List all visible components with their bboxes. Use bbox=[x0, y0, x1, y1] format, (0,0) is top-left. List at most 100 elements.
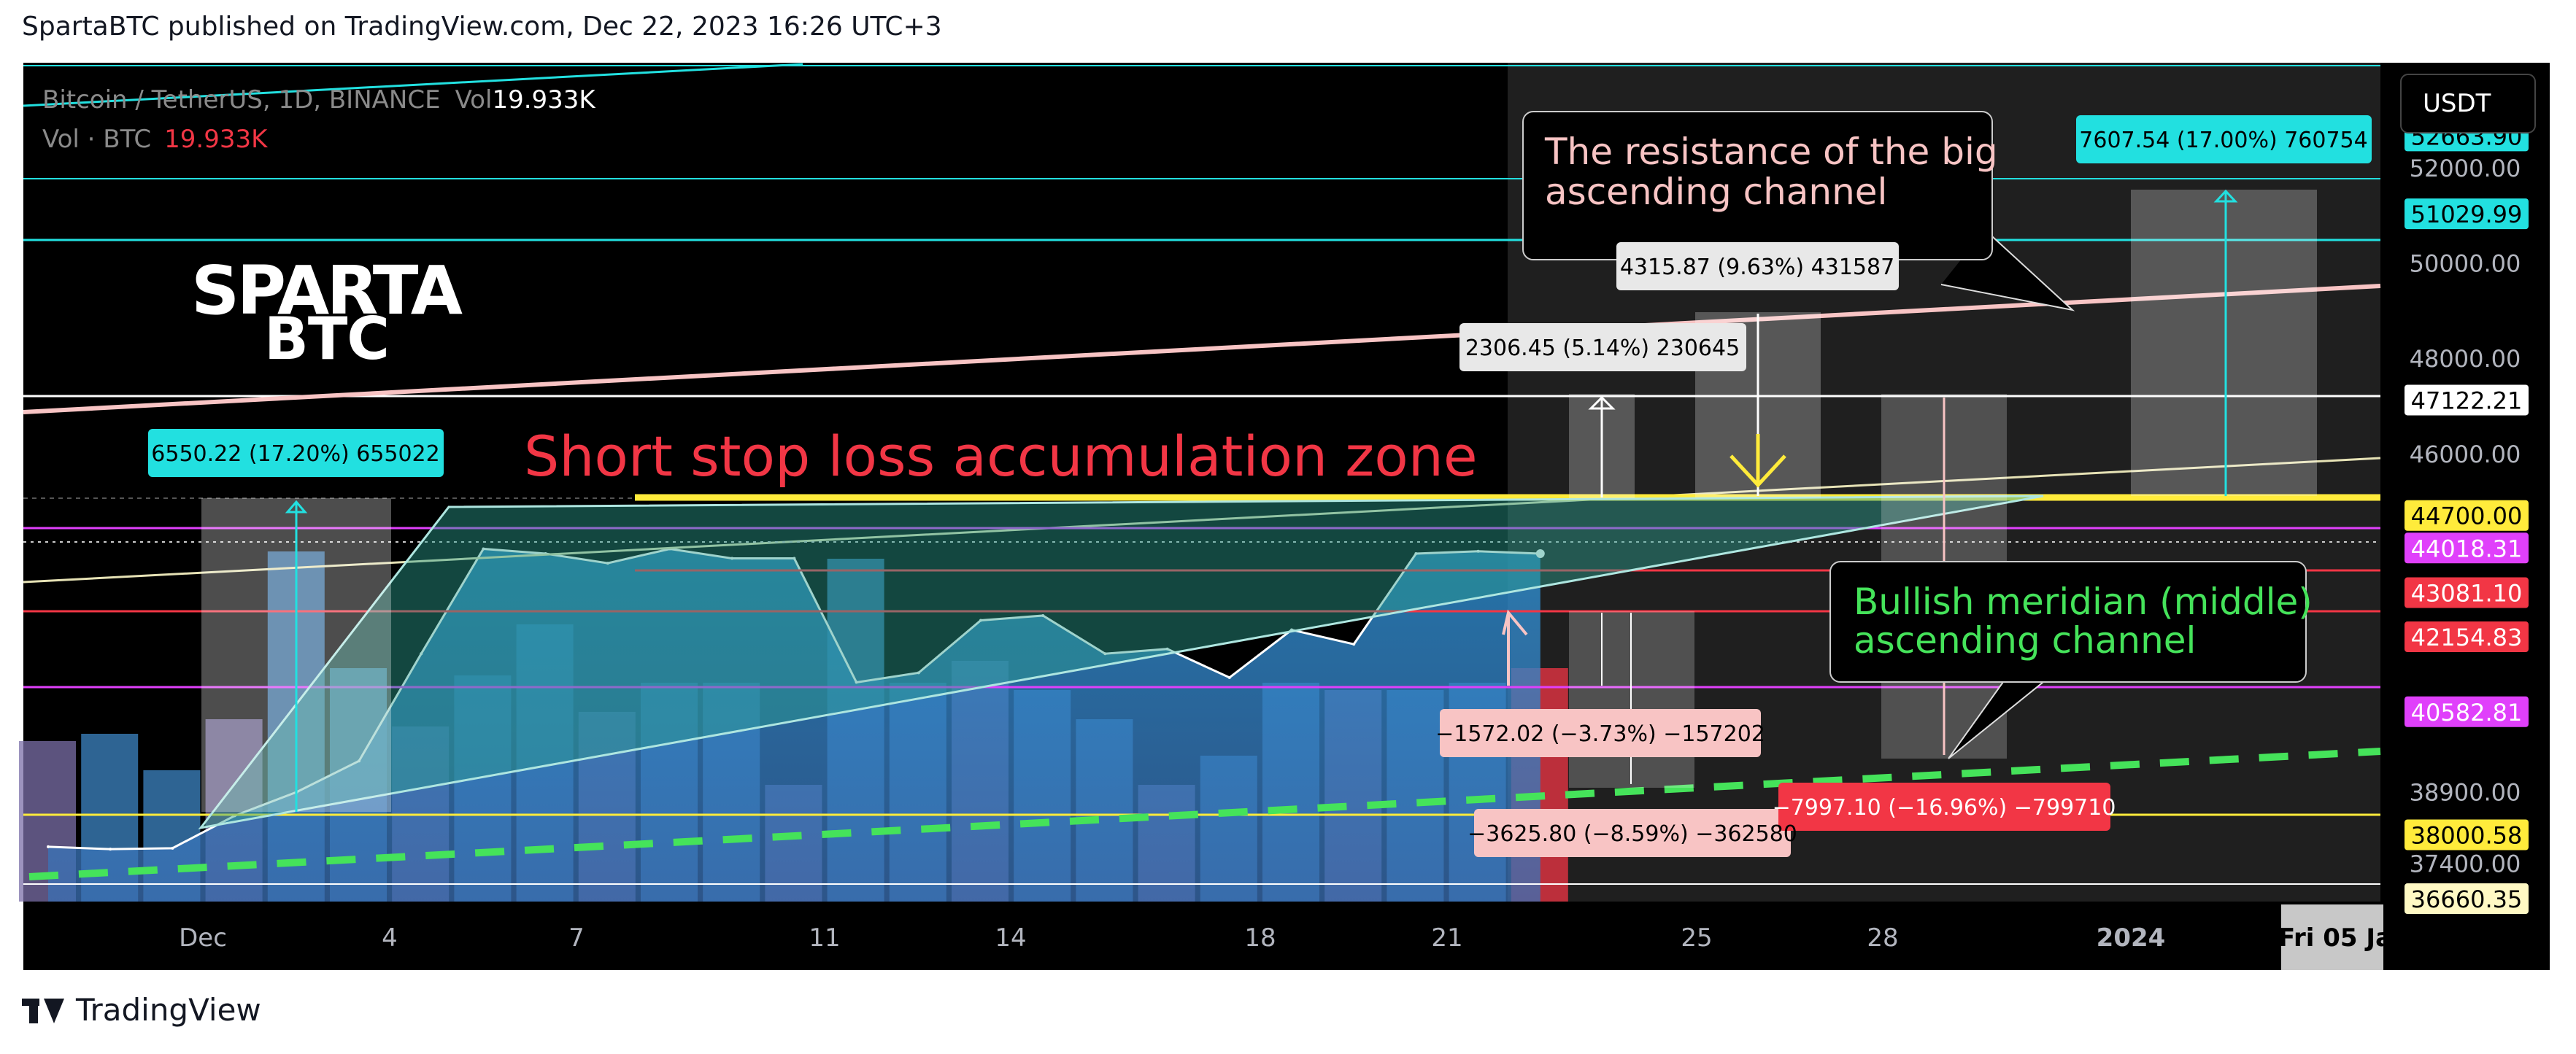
tradingview-logo-icon bbox=[22, 996, 66, 1025]
price-point bbox=[730, 557, 734, 560]
price-tag-label: 38000.58 bbox=[2411, 821, 2523, 849]
price-point bbox=[855, 681, 858, 684]
price-point bbox=[1414, 552, 1418, 556]
measure-label-3: 4315.87 (9.63%) 431587 bbox=[1620, 255, 1894, 280]
measure-label-3-bg bbox=[1616, 242, 1899, 290]
triangle-zone bbox=[198, 495, 2044, 830]
price-tag-label: 36660.35 bbox=[2411, 886, 2523, 913]
price-tag-bg bbox=[2405, 696, 2529, 727]
price-point bbox=[1041, 613, 1045, 617]
price-tag-label: 47122.21 bbox=[2411, 387, 2523, 414]
resistance-note: The resistance of the big ascending chan… bbox=[1544, 131, 2010, 213]
measure-label-1: 6550.22 (17.20%) 655022 bbox=[151, 441, 439, 467]
measure-label-2: 2306.45 (5.14%) 230645 bbox=[1465, 336, 1740, 361]
x-tick-label: 18 bbox=[1244, 923, 1276, 953]
price-tag-bg bbox=[2405, 883, 2529, 915]
x-tick-label: 2024 bbox=[2097, 923, 2166, 953]
price-tag-bg bbox=[2405, 819, 2529, 850]
zone-title: Short stop loss accumulation zone bbox=[524, 424, 1478, 489]
measure-label-7: −7997.10 (−16.96%) −799710 bbox=[1773, 795, 2116, 821]
x-tick-label: 4 bbox=[382, 923, 398, 953]
price-tag-bg bbox=[2405, 621, 2529, 653]
measure-label-6: −3625.80 (−8.59%) −362580 bbox=[1468, 821, 1797, 847]
price-tag-bg bbox=[2405, 198, 2529, 230]
tradingview-footer[interactable]: TradingView bbox=[22, 992, 261, 1028]
price-tag-bg bbox=[2405, 577, 2529, 608]
price-point bbox=[979, 619, 982, 622]
y-tick-label: 48000.00 bbox=[2410, 345, 2521, 373]
price-point bbox=[1476, 549, 1480, 553]
price-tag-label: 44018.31 bbox=[2411, 535, 2523, 562]
price-point bbox=[482, 547, 485, 551]
price-point bbox=[917, 671, 920, 675]
price-tag-bg bbox=[2405, 500, 2529, 531]
symbol-line-1: Bitcoin / TetherUS, 1D, BINANCE Vol19.933… bbox=[42, 85, 596, 115]
x-tick-label: 25 bbox=[1681, 923, 1712, 953]
price-tag-label: 40582.81 bbox=[2411, 699, 2523, 726]
resistance-note-line1: The resistance of the big bbox=[1544, 131, 1998, 173]
y-tick-label: 52000.00 bbox=[2410, 155, 2521, 182]
price-tag-label: 42154.83 bbox=[2411, 624, 2523, 651]
last-price-dot bbox=[1535, 549, 1545, 559]
publish-header: SpartaBTC published on TradingView.com, … bbox=[22, 12, 942, 42]
price-point bbox=[606, 562, 609, 565]
price-point bbox=[1165, 647, 1169, 651]
measure-label-2-bg bbox=[1459, 323, 1746, 371]
price-scale-bg bbox=[2380, 63, 2550, 902]
x-tick-label: 7 bbox=[568, 923, 585, 953]
channel-midline bbox=[23, 457, 2381, 584]
price-tag-label: 43081.10 bbox=[2411, 580, 2523, 608]
price-point bbox=[109, 848, 112, 851]
x-tick-label: 28 bbox=[1867, 923, 1898, 953]
tradingview-brand: TradingView bbox=[76, 992, 261, 1028]
big-channel-resistance bbox=[23, 284, 2381, 414]
y-tick-label: 46000.00 bbox=[2410, 441, 2521, 468]
price-area-fill bbox=[48, 549, 1540, 902]
sparta-logo-line2: BTC bbox=[264, 305, 390, 373]
meridian-note-line2: ascending channel bbox=[1854, 619, 2196, 662]
currency-button-bg[interactable] bbox=[2400, 74, 2536, 133]
measure-box-4 bbox=[2131, 190, 2317, 496]
price-point bbox=[1103, 652, 1107, 656]
measure-label-7-bg bbox=[1778, 783, 2110, 831]
price-tag-bg bbox=[2405, 532, 2529, 564]
y-tick-label: 38900.00 bbox=[2410, 779, 2521, 807]
price-point bbox=[420, 652, 423, 656]
bullish-meridian-dashed bbox=[28, 748, 2381, 880]
price-tag-label: 44700.00 bbox=[2411, 503, 2523, 530]
meridian-note-box[interactable] bbox=[1829, 561, 2307, 683]
price-point bbox=[1352, 643, 1356, 646]
measure-label-5: −1572.02 (−3.73%) −157202 bbox=[1435, 721, 1765, 747]
sparta-logo-line1: SPARTA bbox=[191, 252, 463, 330]
time-axis-bg bbox=[23, 904, 2380, 970]
resistance-note-line2: ascending channel bbox=[1545, 171, 1887, 213]
meridian-note: Bullish meridian (middle) ascending chan… bbox=[1854, 581, 2324, 662]
measure-label-4: 7607.54 (17.00%) 760754 bbox=[2079, 128, 2367, 153]
measure-label-1-bg bbox=[148, 429, 444, 477]
price-point bbox=[358, 759, 360, 763]
symbol-line-2: Vol · BTC 19.933K bbox=[42, 125, 269, 154]
x-tick-label: 11 bbox=[809, 923, 840, 953]
top-cyan-diag bbox=[23, 63, 803, 107]
x-tick-label: 14 bbox=[995, 923, 1026, 953]
price-point bbox=[171, 846, 174, 850]
y-tick-label: 37400.00 bbox=[2410, 850, 2521, 878]
price-tag-label: 51029.99 bbox=[2411, 201, 2523, 228]
price-point bbox=[47, 845, 50, 848]
price-point bbox=[793, 557, 796, 560]
x-axis-ticks: Dec 4 7 11 14 18 21 25 28 2024 Fri 05 Ja bbox=[179, 923, 2392, 953]
x-tick-label: Fri 05 Ja bbox=[2278, 923, 2392, 953]
meridian-note-line1: Bullish meridian (middle) bbox=[1854, 581, 2313, 623]
measure-boxes bbox=[201, 189, 2317, 812]
y-axis-ticks: 52000.00 50000.00 48000.00 46000.00 38900.00… bbox=[2410, 155, 2521, 878]
x-tick-label: Dec bbox=[179, 923, 227, 953]
price-tag-bg bbox=[2405, 384, 2529, 416]
price-point bbox=[1227, 675, 1231, 679]
measure-label-5-bg bbox=[1440, 709, 1761, 757]
price-tags: 52663.9051029.9947122.2144700.0044018.31… bbox=[2405, 120, 2529, 915]
meridian-callout-pointer bbox=[1948, 681, 2044, 759]
measure-label-6-bg bbox=[1474, 809, 1791, 857]
currency-button-label[interactable]: USDT bbox=[2423, 89, 2491, 118]
crosshair-date-bg bbox=[2281, 904, 2383, 970]
